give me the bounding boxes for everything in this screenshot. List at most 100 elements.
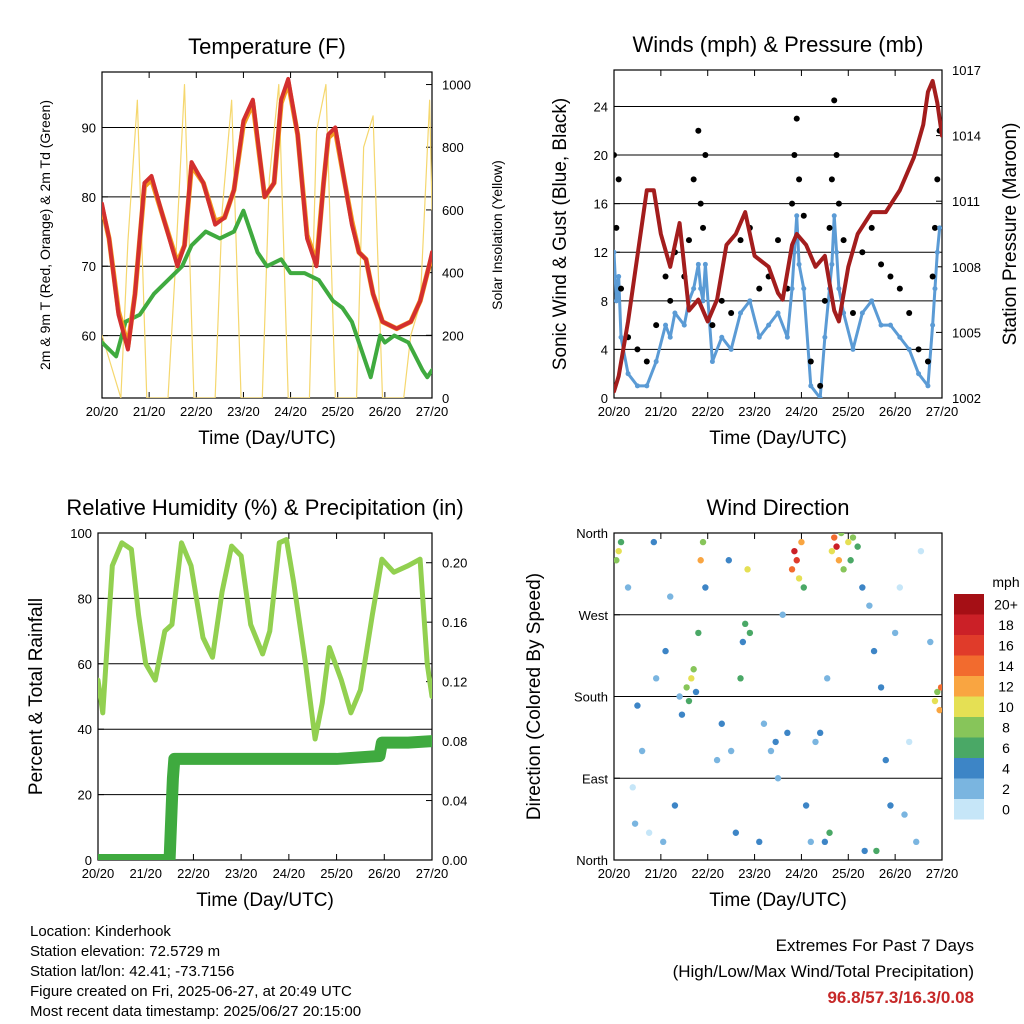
x-axis-label: Time (Day/UTC): [709, 890, 847, 911]
direction-point: [702, 584, 709, 591]
chart-title: Relative Humidity (%) & Precipitation (i…: [66, 495, 463, 520]
y-tick-label: 60: [82, 329, 96, 344]
gust-point: [614, 224, 620, 231]
y-tick-label: 80: [78, 591, 92, 606]
panel-2: 20/20 21/20 22/20 23/20 24/20 25/20 26/20 27/20…: [550, 32, 1021, 449]
direction-point: [614, 557, 620, 564]
wind-point: [789, 286, 795, 292]
direction-point: [725, 557, 732, 564]
y-axis-label: Direction (Colored By Speed): [524, 573, 545, 820]
direction-point: [788, 566, 796, 573]
series-rainfall: [98, 735, 432, 860]
gust-point: [653, 322, 660, 329]
direction-point: [667, 593, 674, 600]
direction-point: [713, 756, 721, 764]
legend-swatch: [954, 594, 984, 615]
series-9m-temp: [102, 79, 432, 349]
y-tick-label: 80: [82, 190, 96, 205]
direction-point: [917, 547, 925, 555]
wind-point: [667, 334, 673, 340]
direction-point: [631, 820, 639, 827]
gust-point: [887, 273, 894, 280]
direction-point: [739, 638, 747, 646]
direction-point: [821, 838, 829, 846]
x-tick-label: 25/20: [832, 404, 865, 419]
direction-point: [718, 720, 725, 727]
direction-point: [774, 775, 782, 782]
wind-point: [614, 298, 619, 304]
wind-point: [937, 225, 942, 231]
direction-point: [849, 534, 857, 541]
wind-point: [829, 261, 835, 267]
extremes-title: Extremes For Past 7 Days: [775, 936, 974, 955]
x-tick-label: 25/20: [320, 866, 353, 881]
direction-point: [859, 584, 866, 591]
direction-point: [652, 675, 660, 682]
series-humidity: [98, 537, 432, 742]
direction-point: [629, 784, 636, 791]
x-axis-label: Time (Day/UTC): [709, 428, 847, 449]
gust-point: [924, 358, 931, 365]
y-tick-label-right: 800: [442, 140, 464, 155]
direction-point: [772, 738, 779, 746]
gust-point: [690, 176, 697, 183]
y-tick-label: 12: [594, 245, 608, 260]
legend-swatch: [954, 614, 984, 635]
wind-point: [700, 298, 706, 304]
wind-point: [738, 310, 744, 316]
series-pressure: [614, 78, 942, 394]
direction-point: [828, 547, 836, 555]
direction-point: [795, 575, 803, 582]
direction-point: [662, 647, 669, 655]
direction-point: [847, 557, 854, 564]
plot-frame: [613, 69, 943, 399]
gust-point: [775, 237, 781, 244]
y-tick-label: 0: [601, 391, 608, 406]
direction-point: [737, 675, 744, 682]
direction-point: [798, 538, 805, 546]
direction-point: [845, 538, 852, 546]
direction-point: [688, 675, 695, 682]
x-tick-label: 23/20: [225, 866, 258, 881]
wind-point: [625, 371, 631, 377]
legend-label: 8: [1002, 719, 1010, 735]
x-axis-label: Time (Day/UTC): [196, 890, 334, 911]
direction-point: [891, 629, 899, 637]
gust-point: [807, 358, 814, 365]
wind-point: [916, 371, 922, 377]
gust-point: [667, 297, 674, 304]
y-tick-label-right: 1000: [442, 78, 471, 93]
x-tick-label: 25/20: [321, 404, 354, 419]
wind-point: [817, 395, 823, 398]
gust-point: [700, 224, 707, 231]
gust-point: [618, 285, 625, 292]
direction-point: [695, 629, 702, 637]
gust-point: [878, 261, 885, 268]
location-text: Location: Kinderhook: [30, 923, 171, 940]
gust-point: [835, 200, 842, 207]
gust-point: [695, 127, 702, 134]
direction-point: [685, 697, 693, 705]
y-tick-label: 8: [601, 294, 608, 309]
direction-point: [650, 538, 658, 546]
y-tick-label-right: 200: [442, 328, 464, 343]
gust-point: [756, 285, 763, 292]
y-tick-label: West: [579, 608, 609, 623]
direction-point: [831, 534, 838, 541]
direction-point: [824, 675, 831, 682]
y-tick-label-right: 0.16: [442, 615, 467, 630]
legend-swatch: [954, 655, 984, 676]
gust-point: [833, 152, 840, 159]
direction-point: [645, 829, 653, 836]
x-tick-label: 27/20: [416, 404, 449, 419]
gust-point: [728, 309, 735, 316]
wind-point: [695, 261, 701, 267]
series-solar: [102, 83, 432, 398]
x-tick-label: 24/20: [785, 866, 818, 881]
legend-label: 12: [998, 678, 1014, 694]
x-axis-label: Time (Day/UTC): [198, 428, 336, 449]
panel-4: 20/20 21/20 22/20 23/20 24/20 25/20 26/20 27/20…: [524, 495, 1020, 911]
x-tick-label: 21/20: [645, 404, 678, 419]
y-tick-label-right: 1005: [952, 325, 981, 340]
y-tick-label: 60: [78, 657, 92, 672]
